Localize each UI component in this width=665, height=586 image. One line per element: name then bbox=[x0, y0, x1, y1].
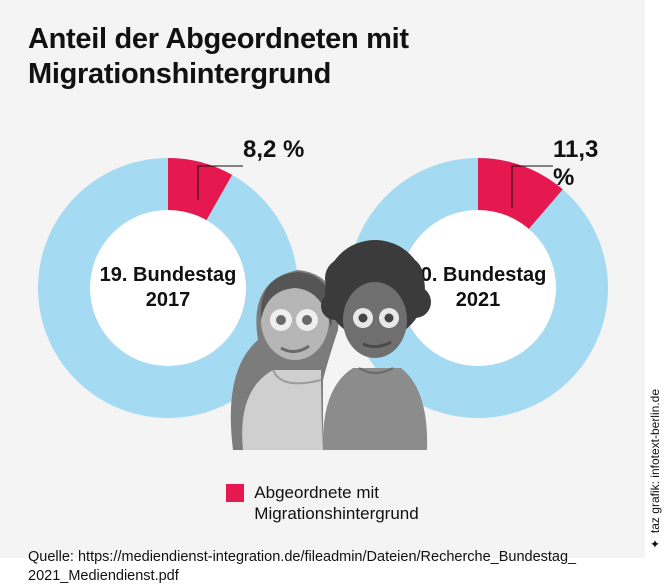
person-left-icon bbox=[230, 270, 338, 450]
title-line-1: Anteil der Abgeordneten mit bbox=[28, 23, 409, 55]
leader-line-2017 bbox=[188, 160, 248, 210]
title-line-2: Migrationshintergrund bbox=[28, 58, 331, 90]
donut-label-2021-line2: 2021 bbox=[456, 289, 501, 311]
leader-line-2021 bbox=[498, 160, 558, 218]
source-line1: Quelle: https://mediendienst-integration… bbox=[28, 549, 576, 565]
charts-area: 19. Bundestag 2017 20. Bundestag 2021 8,… bbox=[28, 100, 617, 440]
legend-text: Abgeordnete mit Migrationshintergrund bbox=[254, 482, 418, 525]
source-line2: 2021_Mediendienst.pdf bbox=[28, 568, 179, 584]
source-text: Quelle: https://mediendienst-integration… bbox=[28, 548, 576, 586]
panel: Anteil der Abgeordneten mit Migrationshi… bbox=[0, 0, 645, 558]
percent-label-2021: 11,3 % bbox=[553, 136, 617, 192]
people-illustration bbox=[203, 220, 443, 450]
legend-swatch bbox=[226, 484, 244, 502]
credit-text: ✦ taz grafik: infotext-berlin.de bbox=[648, 389, 662, 550]
legend-text-line2: Migrationshintergrund bbox=[254, 504, 418, 523]
donut-label-2017-line2: 2017 bbox=[146, 289, 191, 311]
person-right-icon bbox=[321, 240, 431, 450]
legend: Abgeordnete mit Migrationshintergrund bbox=[0, 482, 645, 525]
percent-label-2017: 8,2 % bbox=[243, 136, 304, 164]
legend-text-line1: Abgeordnete mit bbox=[254, 483, 379, 502]
page-title: Anteil der Abgeordneten mit Migrationshi… bbox=[28, 22, 617, 92]
